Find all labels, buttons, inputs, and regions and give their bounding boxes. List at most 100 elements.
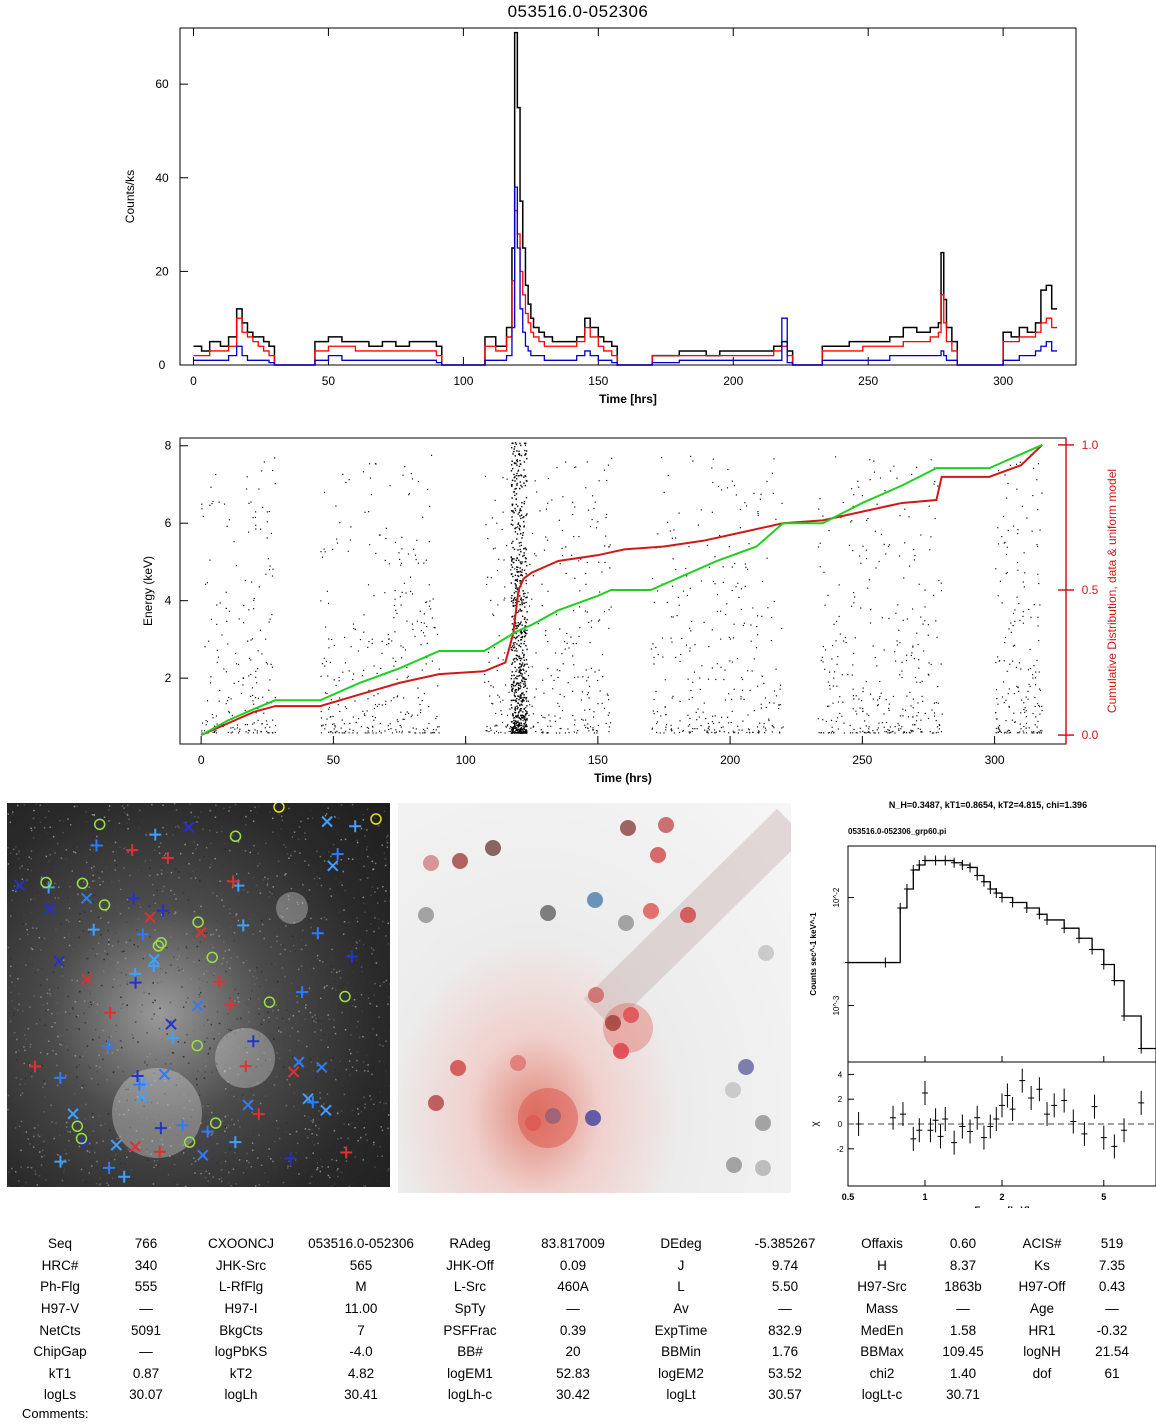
noise-pixel xyxy=(313,1020,315,1022)
event-point xyxy=(205,724,207,726)
event-point xyxy=(845,641,847,644)
noise-pixel xyxy=(366,846,368,848)
noise-pixel xyxy=(309,1128,312,1131)
noise-pixel xyxy=(374,891,376,893)
event-point xyxy=(407,553,410,555)
flare-events xyxy=(510,442,528,734)
noise-pixel xyxy=(267,882,269,885)
noise-pixel xyxy=(320,917,323,920)
noise-pixel xyxy=(316,850,318,853)
noise-pixel xyxy=(28,856,31,858)
noise-pixel xyxy=(215,804,217,807)
noise-pixel xyxy=(379,985,381,987)
event-point xyxy=(433,626,435,629)
noise-pixel xyxy=(255,977,258,979)
noise-pixel xyxy=(197,816,200,818)
noise-pixel xyxy=(308,889,311,891)
noise-pixel xyxy=(233,1053,236,1055)
noise-pixel xyxy=(117,940,120,943)
event-point xyxy=(526,711,528,713)
event-point xyxy=(866,713,868,715)
spectrum-data-point xyxy=(1153,1043,1156,1054)
event-point xyxy=(511,560,513,562)
event-point xyxy=(367,727,370,729)
source-plus-marker xyxy=(126,844,139,857)
event-point xyxy=(260,731,262,733)
noise-pixel xyxy=(244,987,247,989)
noise-pixel xyxy=(331,987,334,990)
noise-pixel xyxy=(141,1046,143,1049)
event-point xyxy=(512,546,514,549)
event-point xyxy=(670,724,672,726)
noise-pixel xyxy=(310,1119,312,1122)
event-point xyxy=(489,727,492,729)
event-point xyxy=(345,730,347,732)
event-point xyxy=(514,650,516,652)
noise-pixel xyxy=(40,996,42,998)
noise-pixel xyxy=(100,934,102,936)
event-point xyxy=(885,721,888,724)
noise-pixel xyxy=(98,877,100,879)
event-point xyxy=(767,607,769,609)
noise-pixel xyxy=(85,861,88,864)
event-point xyxy=(490,729,492,731)
event-point xyxy=(747,670,749,672)
event-point xyxy=(1018,732,1020,734)
event-point xyxy=(235,652,237,655)
event-point xyxy=(514,666,516,669)
event-point xyxy=(399,596,401,598)
event-point xyxy=(262,696,264,698)
event-point xyxy=(998,470,1000,472)
noise-pixel xyxy=(252,931,255,934)
event-point xyxy=(757,685,759,687)
event-point xyxy=(733,688,735,690)
params-row: logLs 30.07 logLh 30.41 logLh-c 30.42 logLt 30.… xyxy=(14,1384,1142,1406)
event-point xyxy=(247,531,250,533)
event-point xyxy=(564,648,566,650)
noise-pixel xyxy=(11,1000,14,1002)
noise-pixel xyxy=(182,969,184,971)
event-point xyxy=(1037,720,1039,723)
noise-pixel xyxy=(75,901,77,903)
event-point xyxy=(519,582,521,584)
event-point xyxy=(913,724,916,726)
noise-pixel xyxy=(224,1070,226,1073)
noise-pixel xyxy=(206,1037,209,1040)
noise-pixel xyxy=(158,846,160,848)
event-point xyxy=(406,666,408,669)
event-point xyxy=(595,527,598,529)
event-point xyxy=(262,506,264,508)
event-point xyxy=(416,539,418,541)
event-point xyxy=(860,607,862,609)
event-point xyxy=(515,632,517,635)
event-point xyxy=(520,642,522,645)
noise-pixel xyxy=(53,1137,55,1140)
noise-pixel xyxy=(167,824,169,827)
noise-pixel xyxy=(194,877,197,879)
event-point xyxy=(513,448,515,450)
event-point xyxy=(388,638,390,641)
param-label: Age xyxy=(1029,1301,1055,1317)
noise-pixel xyxy=(192,933,195,935)
event-point xyxy=(868,714,870,717)
noise-pixel xyxy=(320,884,323,887)
event-point xyxy=(828,705,830,707)
event-point xyxy=(534,696,536,698)
event-point xyxy=(589,642,591,644)
noise-pixel xyxy=(234,1065,236,1068)
event-point xyxy=(741,689,744,691)
event-point xyxy=(269,679,271,681)
event-point xyxy=(371,725,374,727)
event-point xyxy=(842,501,844,504)
noise-pixel xyxy=(127,804,129,807)
noise-pixel xyxy=(244,850,247,852)
event-point xyxy=(521,673,523,675)
event-point xyxy=(1012,660,1014,662)
event-point xyxy=(911,608,914,610)
event-point xyxy=(379,730,381,732)
noise-pixel xyxy=(316,1064,319,1067)
noise-pixel xyxy=(7,863,10,865)
event-point xyxy=(892,695,895,698)
event-point xyxy=(436,726,439,728)
noise-pixel xyxy=(184,1185,187,1188)
